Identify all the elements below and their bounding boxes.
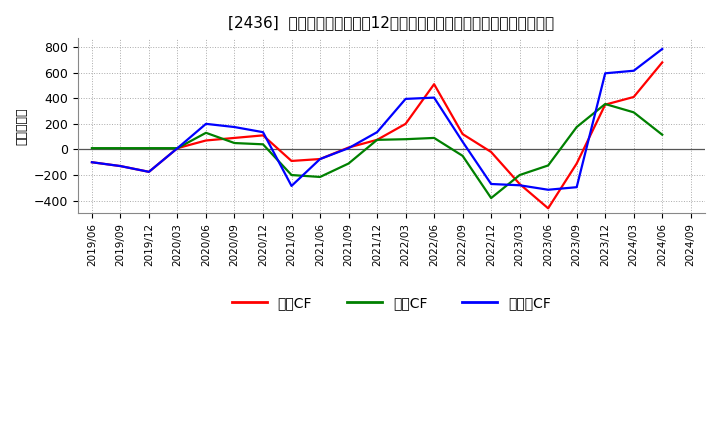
営業CF xyxy=(88,160,96,165)
投資CF xyxy=(202,130,210,136)
フリーCF xyxy=(459,139,467,144)
投資CF xyxy=(373,137,382,143)
投資CF xyxy=(287,172,296,178)
フリーCF xyxy=(629,68,638,73)
フリーCF xyxy=(572,184,581,190)
投資CF xyxy=(315,174,324,180)
フリーCF xyxy=(202,121,210,126)
投資CF xyxy=(145,146,153,151)
投資CF xyxy=(173,146,181,151)
投資CF xyxy=(116,146,125,151)
投資CF xyxy=(516,172,524,178)
フリーCF xyxy=(544,187,552,192)
投資CF xyxy=(658,132,667,137)
投資CF xyxy=(401,136,410,142)
投資CF xyxy=(230,140,239,146)
投資CF xyxy=(487,195,495,201)
営業CF xyxy=(344,145,353,150)
Line: 営業CF: 営業CF xyxy=(92,62,662,208)
フリーCF xyxy=(287,183,296,189)
Line: 投資CF: 投資CF xyxy=(92,104,662,198)
営業CF xyxy=(202,138,210,143)
営業CF xyxy=(287,158,296,164)
フリーCF xyxy=(373,129,382,135)
投資CF xyxy=(544,163,552,168)
フリーCF xyxy=(344,146,353,151)
フリーCF xyxy=(487,181,495,187)
営業CF xyxy=(258,133,267,138)
投資CF xyxy=(88,146,96,151)
Legend: 営業CF, 投資CF, フリーCF: 営業CF, 投資CF, フリーCF xyxy=(226,290,557,315)
フリーCF xyxy=(258,129,267,135)
営業CF xyxy=(401,121,410,126)
営業CF xyxy=(572,161,581,166)
フリーCF xyxy=(116,163,125,169)
投資CF xyxy=(601,101,610,106)
営業CF xyxy=(544,205,552,211)
投資CF xyxy=(430,135,438,140)
営業CF xyxy=(516,181,524,187)
営業CF xyxy=(116,163,125,169)
営業CF xyxy=(658,60,667,65)
営業CF xyxy=(315,156,324,161)
フリーCF xyxy=(315,156,324,161)
営業CF xyxy=(601,102,610,107)
営業CF xyxy=(373,137,382,143)
投資CF xyxy=(344,161,353,166)
営業CF xyxy=(487,149,495,154)
投資CF xyxy=(572,125,581,130)
フリーCF xyxy=(430,95,438,100)
フリーCF xyxy=(601,71,610,76)
営業CF xyxy=(173,146,181,151)
Y-axis label: （百万円）: （百万円） xyxy=(15,107,28,144)
営業CF xyxy=(459,132,467,137)
Line: フリーCF: フリーCF xyxy=(92,49,662,190)
営業CF xyxy=(230,135,239,140)
フリーCF xyxy=(173,146,181,151)
Title: [2436]  キャッシュフローの12か月移動合計の対前年同期増減額の推移: [2436] キャッシュフローの12か月移動合計の対前年同期増減額の推移 xyxy=(228,15,554,30)
フリーCF xyxy=(230,125,239,130)
フリーCF xyxy=(516,183,524,188)
投資CF xyxy=(629,110,638,115)
営業CF xyxy=(629,94,638,99)
フリーCF xyxy=(145,169,153,175)
フリーCF xyxy=(88,160,96,165)
営業CF xyxy=(430,81,438,87)
フリーCF xyxy=(658,46,667,51)
フリーCF xyxy=(401,96,410,102)
投資CF xyxy=(459,153,467,158)
投資CF xyxy=(258,142,267,147)
営業CF xyxy=(145,169,153,175)
